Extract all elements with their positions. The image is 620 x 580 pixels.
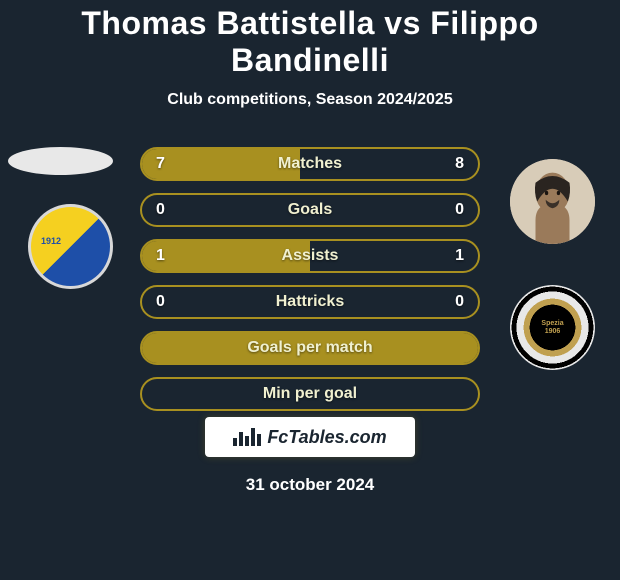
club-right-label: Spezia 1906 [541, 320, 563, 335]
person-icon [510, 159, 595, 244]
stat-right-value: 8 [455, 155, 464, 173]
stat-right-value: 0 [455, 201, 464, 219]
stat-row: 0 0 Goals [140, 193, 480, 227]
stat-label: Goals [288, 201, 332, 219]
stat-left-value: 1 [156, 247, 165, 265]
club-left-year: 1912 [41, 237, 61, 246]
club-left-badge: 1912 [28, 204, 113, 289]
stat-left-value: 7 [156, 155, 165, 173]
club-right-year: 1906 [545, 328, 561, 335]
stat-label: Min per goal [263, 385, 357, 403]
club-right-badge: Spezia 1906 [510, 285, 595, 370]
stat-label: Assists [282, 247, 339, 265]
stat-row: 7 8 Matches [140, 147, 480, 181]
stat-row: Goals per match [140, 331, 480, 365]
stat-row: 1 1 Assists [140, 239, 480, 273]
stat-right-value: 0 [455, 293, 464, 311]
bar-icon-bar [233, 438, 237, 446]
bar-icon-bar [239, 432, 243, 446]
player-right-avatar [510, 159, 595, 244]
stats-area: 1912 Spezia 1906 7 8 Matches 0 0 Goals 1 1 Assis… [0, 139, 620, 580]
club-right-name: Spezia [541, 320, 563, 327]
bar-icon-bar [257, 434, 261, 446]
player-left-avatar [8, 147, 113, 175]
stat-row: Min per goal [140, 377, 480, 411]
stat-row: 0 0 Hattricks [140, 285, 480, 319]
stat-fill-left [142, 149, 300, 179]
subtitle: Club competitions, Season 2024/2025 [167, 91, 452, 109]
stat-label: Hattricks [276, 293, 344, 311]
bar-chart-icon [233, 428, 261, 446]
date-line: 31 october 2024 [0, 475, 620, 495]
stat-left-value: 0 [156, 293, 165, 311]
bar-icon-bar [251, 428, 255, 446]
page-title: Thomas Battistella vs Filippo Bandinelli [0, 5, 620, 79]
stat-label: Goals per match [247, 339, 372, 357]
stat-label: Matches [278, 155, 342, 173]
bar-icon-bar [245, 436, 249, 446]
stat-right-value: 1 [455, 247, 464, 265]
branding-badge[interactable]: FcTables.com [205, 417, 415, 457]
branding-text: FcTables.com [267, 427, 386, 448]
stat-left-value: 0 [156, 201, 165, 219]
